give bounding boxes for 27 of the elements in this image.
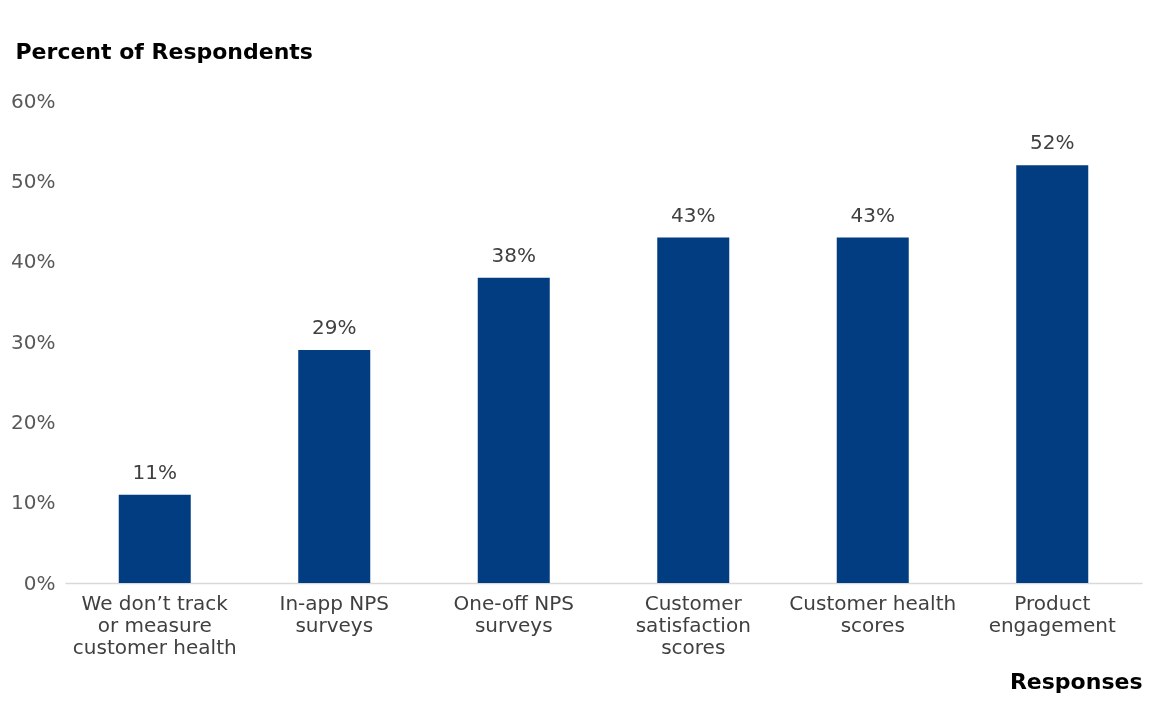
x-tick-label: In-app NPS surveys — [279, 590, 390, 637]
x-tick-label: Customer health scores — [789, 590, 957, 637]
data-label: 38% — [491, 242, 536, 267]
data-label: 29% — [312, 315, 357, 340]
y-tick-label: 20% — [11, 409, 56, 434]
bar — [118, 494, 191, 583]
x-axis-title: Responses — [1009, 668, 1143, 694]
y-tick-label: 50% — [11, 168, 56, 193]
bar — [477, 277, 550, 583]
x-tick-label: Customer satisfaction scores — [635, 590, 751, 659]
y-tick-label: 30% — [11, 329, 56, 354]
y-tick-label: 0% — [23, 570, 56, 595]
y-tick-label: 60% — [11, 88, 56, 113]
bar — [298, 350, 371, 583]
data-label: 43% — [850, 202, 895, 227]
y-axis-title: Percent of Respondents — [15, 38, 313, 64]
data-label: 11% — [132, 459, 177, 484]
data-label: 43% — [671, 202, 716, 227]
x-tick-label: One-off NPS surveys — [453, 590, 574, 637]
x-tick-label: Product engagement — [988, 590, 1117, 637]
y-tick-label: 10% — [11, 490, 56, 515]
x-tick-label: We don’t track or measure customer health — [72, 590, 237, 659]
y-tick-label: 40% — [11, 249, 56, 274]
bar — [657, 237, 730, 583]
bar — [1016, 165, 1089, 583]
data-label: 52% — [1030, 130, 1075, 155]
bar — [836, 237, 909, 583]
